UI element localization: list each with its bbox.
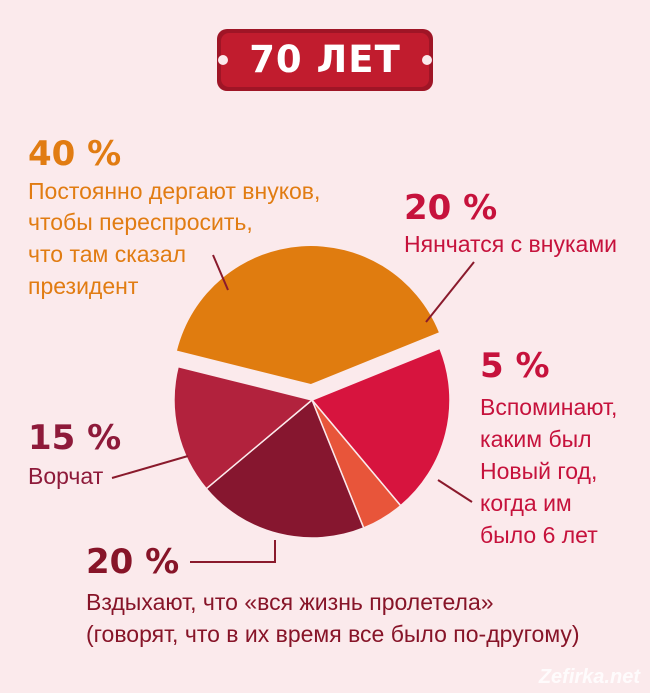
slice-percent-label: 15 % bbox=[28, 418, 122, 458]
slice-label-line: Нянчатся с внуками bbox=[404, 231, 617, 257]
slice-label-line: Вспоминают, bbox=[480, 394, 618, 420]
slice-label-line: было 6 лет bbox=[480, 522, 598, 548]
leader-line bbox=[437, 479, 473, 503]
slice-percent-label: 20 % bbox=[404, 188, 498, 228]
slice-label-line: (говорят, что в их время все было по-дру… bbox=[86, 621, 580, 647]
leader-line bbox=[425, 261, 475, 323]
slice-label-line: Новый год, bbox=[480, 458, 598, 484]
slice-label-line: чтобы переспросить, bbox=[28, 209, 253, 235]
slice-label-line: Постоянно дергают внуков, bbox=[28, 178, 321, 204]
slice-label-line: Вздыхают, что «вся жизнь пролетела» bbox=[86, 589, 494, 615]
pie-slice bbox=[173, 365, 314, 490]
pie-slice bbox=[205, 398, 365, 539]
leader-lines bbox=[111, 254, 475, 563]
leader-line bbox=[212, 254, 229, 291]
leader-line bbox=[190, 540, 276, 563]
watermark: Zefirka.net bbox=[538, 666, 640, 688]
pie-slice bbox=[310, 347, 451, 507]
pie-slices bbox=[173, 246, 451, 539]
leader-line bbox=[111, 455, 189, 479]
slice-label-line: каким был bbox=[480, 426, 592, 452]
slice-label-line: когда им bbox=[480, 490, 572, 516]
slice-label-line: Ворчат bbox=[28, 463, 104, 489]
pie-slice bbox=[176, 246, 439, 385]
slice-label-line: что там сказал bbox=[28, 241, 187, 267]
title-badge: 70 ЛЕТ bbox=[217, 29, 433, 91]
slice-percent-label: 20 % bbox=[86, 542, 180, 582]
title-badge-shape bbox=[217, 29, 433, 91]
slice-percent-label: 40 % bbox=[28, 134, 122, 174]
slice-label-line: президент bbox=[28, 273, 139, 299]
page-title: 70 ЛЕТ bbox=[249, 38, 401, 81]
slice-percent-label: 5 % bbox=[480, 346, 550, 386]
